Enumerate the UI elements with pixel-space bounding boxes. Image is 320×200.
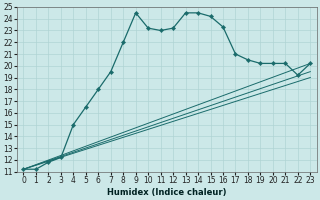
X-axis label: Humidex (Indice chaleur): Humidex (Indice chaleur) xyxy=(107,188,227,197)
